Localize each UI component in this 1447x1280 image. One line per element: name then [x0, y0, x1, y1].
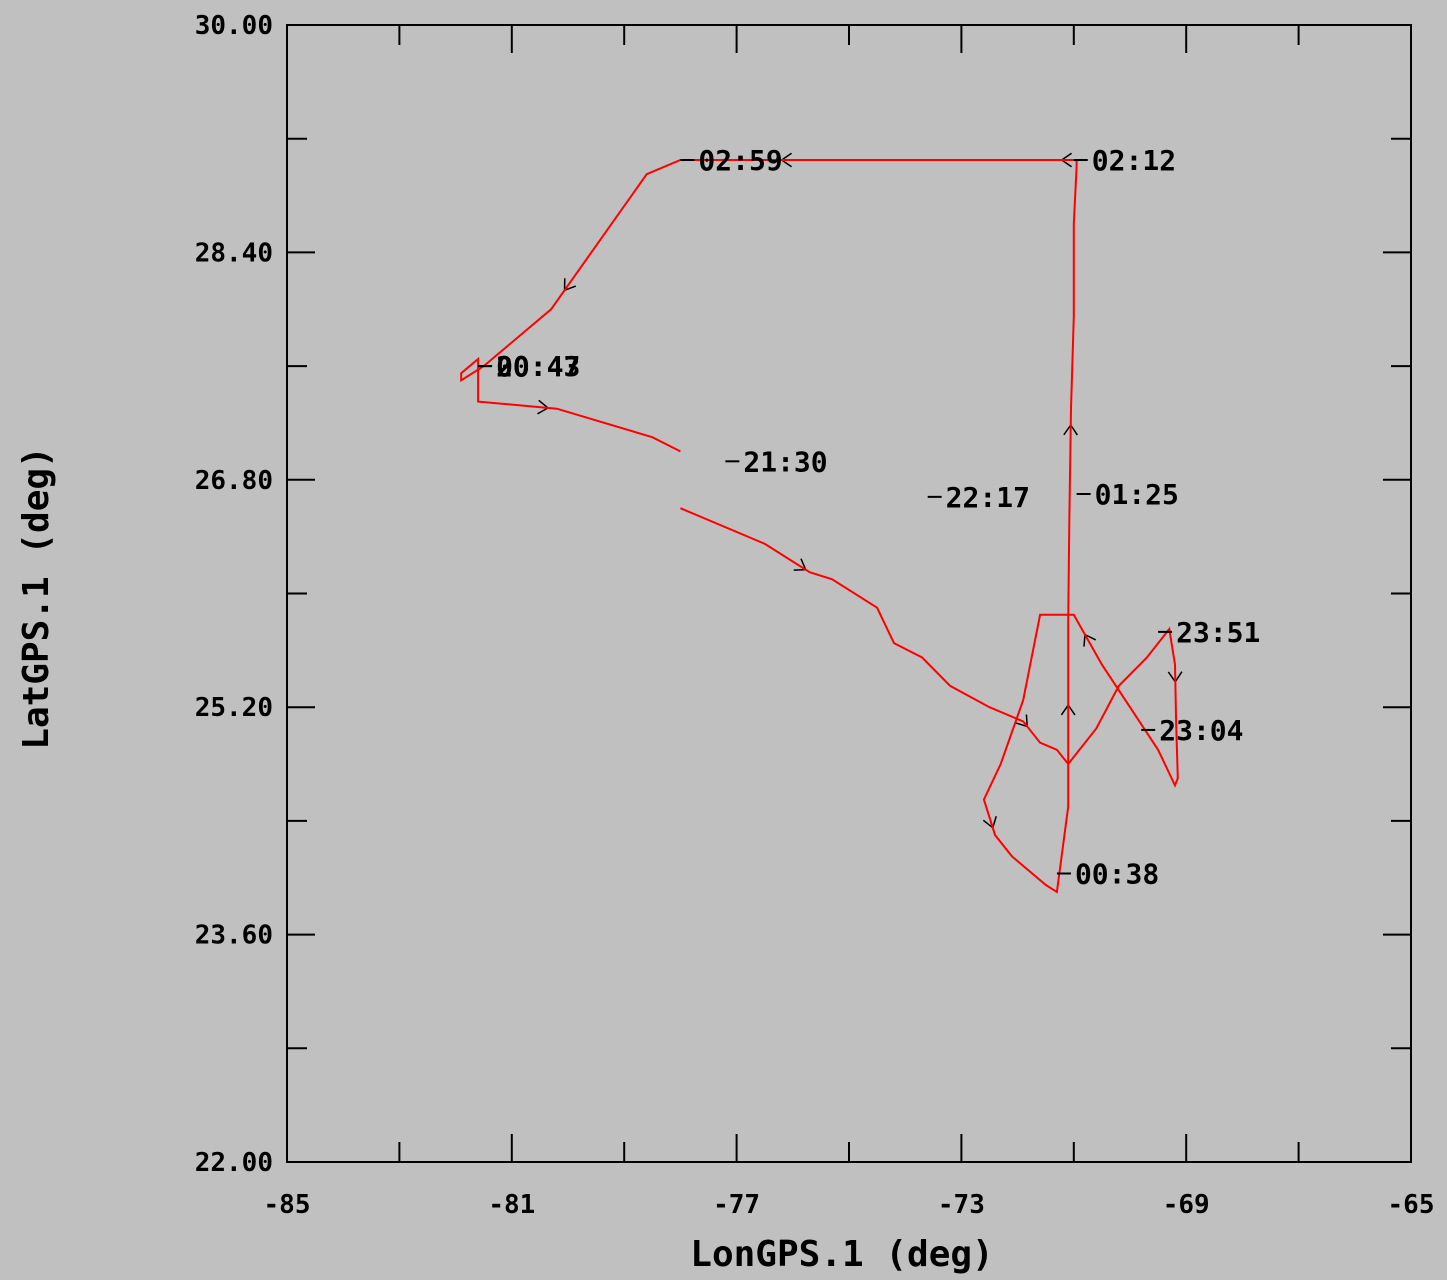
y-tick-label: 30.00	[195, 11, 273, 41]
time-label: 21:30	[743, 445, 827, 478]
flight-track	[460, 159, 1179, 894]
x-tick-label: -73	[938, 1190, 985, 1220]
time-label: 23:04	[1159, 714, 1243, 747]
tick-marks	[286, 24, 1412, 1163]
time-label: 23:51	[1176, 616, 1260, 649]
time-label: 00:38	[1075, 857, 1159, 890]
x-tick-label: -81	[488, 1190, 535, 1220]
x-tick-label: -85	[264, 1190, 311, 1220]
tick-labels: -85 -81 -77 -73 -69 -65 22.00 23.60 25.20 26.80 28…	[195, 11, 1435, 1220]
x-tick-label: -77	[713, 1190, 760, 1220]
y-tick-label: 26.80	[195, 466, 273, 496]
y-tick-label: 28.40	[195, 238, 273, 268]
y-tick-label: 23.60	[195, 921, 273, 951]
x-axis-label: LonGPS.1 (deg)	[690, 1234, 993, 1275]
time-label: 02:59	[698, 144, 782, 177]
y-axis-label: LatGPS.1 (deg)	[16, 446, 57, 749]
time-label: 20:43	[496, 350, 580, 383]
x-tick-label: -69	[1163, 1190, 1210, 1220]
plot-area	[286, 24, 1412, 1163]
time-label: 02:12	[1092, 144, 1176, 177]
time-label: 22:17	[946, 481, 1030, 514]
y-tick-label: 25.20	[195, 693, 273, 723]
time-label: 00:47	[496, 350, 580, 383]
time-label: 01:25	[1095, 478, 1179, 511]
x-tick-label: -65	[1388, 1190, 1435, 1220]
y-tick-label: 22.00	[195, 1148, 273, 1178]
